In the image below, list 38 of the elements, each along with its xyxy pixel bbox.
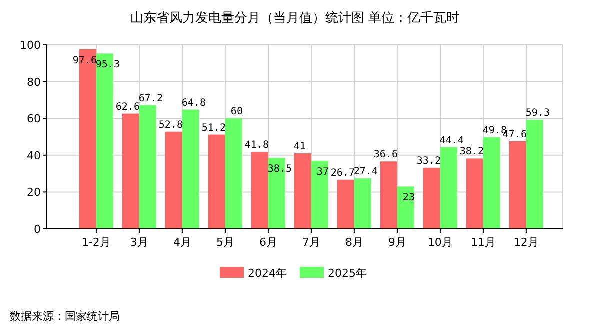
x-tick-label: 3月 — [130, 236, 148, 249]
x-tick-label: 4月 — [173, 236, 192, 249]
x-tick-label: 5月 — [216, 236, 234, 249]
data-label: 44.4 — [440, 135, 464, 146]
source-note: 数据来源：国家统计局 — [10, 310, 120, 323]
data-label: 51.2 — [202, 122, 226, 134]
x-tick-label: 9月 — [388, 236, 406, 249]
data-label: 41 — [294, 142, 306, 153]
y-tick-label: 80 — [27, 76, 41, 89]
data-label: 27.4 — [354, 166, 378, 178]
x-tick-label: 12月 — [514, 236, 539, 249]
x-tick-label: 6月 — [259, 236, 278, 249]
data-label: 67.2 — [138, 93, 163, 104]
chart-title: 山东省风力发电量分月（当月值）统计图 单位：亿千瓦时 — [130, 11, 460, 26]
data-label: 60 — [230, 106, 243, 118]
data-label: 38.2 — [460, 146, 484, 158]
y-tick-label: 40 — [27, 149, 41, 162]
data-label: 64.8 — [182, 98, 206, 109]
data-label: 62.6 — [116, 102, 140, 113]
x-tick-label: 11月 — [470, 236, 496, 249]
x-tick-label: 8月 — [345, 236, 364, 249]
data-label: 37 — [316, 166, 329, 178]
y-tick-label: 0 — [34, 223, 41, 236]
legend-label: 2024年 — [248, 267, 287, 280]
x-tick-label: 7月 — [302, 236, 320, 249]
data-label: 36.6 — [374, 150, 398, 161]
y-tick-label: 20 — [27, 186, 41, 200]
data-label: 59.3 — [526, 108, 550, 119]
x-tick-label: 1-2月 — [82, 236, 111, 249]
data-label: 41.8 — [244, 140, 269, 152]
data-label: 23 — [402, 192, 415, 204]
data-label: 26.7 — [330, 168, 355, 179]
y-tick-label: 60 — [27, 112, 41, 126]
data-label: 33.2 — [416, 156, 441, 167]
y-tick-label: 100 — [20, 39, 41, 52]
data-label: 52.8 — [158, 120, 183, 131]
x-tick-label: 10月 — [428, 236, 453, 249]
legend-label: 2025年 — [328, 267, 367, 280]
